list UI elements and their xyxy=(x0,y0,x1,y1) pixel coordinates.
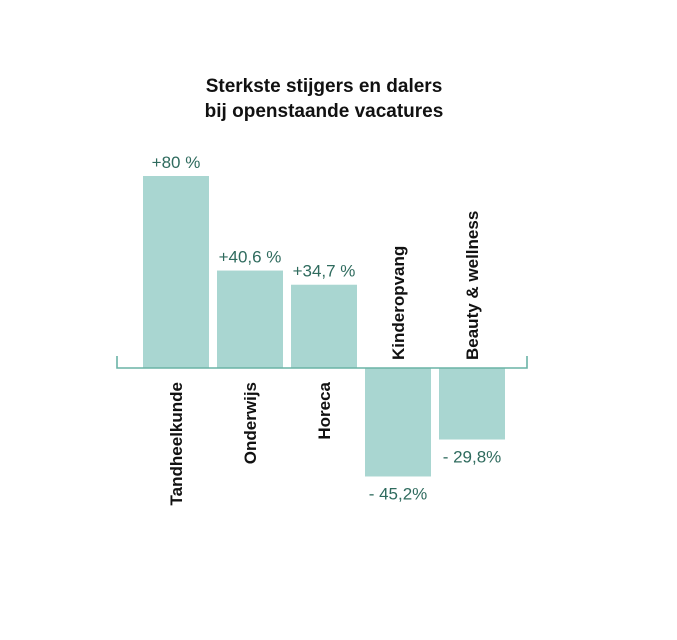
x-axis-line xyxy=(116,356,528,369)
bar-onderwijs xyxy=(217,270,283,368)
chart-title: Sterkste stijgers en dalers xyxy=(206,76,443,97)
value-label-tandheelkunde: +80 % xyxy=(152,153,201,172)
value-label-horeca: +34,7 % xyxy=(293,262,356,281)
value-label-kinderopvang: - 45,2% xyxy=(369,484,428,503)
value-label-beauty-wellness: - 29,8% xyxy=(443,448,502,467)
category-label-beauty-wellness: Beauty & wellness xyxy=(463,211,482,360)
chart-subtitle: bij openstaande vacatures xyxy=(205,101,444,122)
bar-tandheelkunde xyxy=(143,176,209,368)
bars-group: +80 % Tandheelkunde +40,6 % Onderwijs +34,7 … xyxy=(143,153,505,505)
category-label-onderwijs: Onderwijs xyxy=(241,382,260,464)
bar-horeca xyxy=(291,284,357,368)
category-label-horeca: Horeca xyxy=(315,381,334,439)
bar-kinderopvang xyxy=(365,368,431,477)
bar-beauty-wellness xyxy=(439,368,505,440)
value-label-onderwijs: +40,6 % xyxy=(219,248,282,267)
category-label-tandheelkunde: Tandheelkunde xyxy=(167,382,186,505)
category-label-kinderopvang: Kinderopvang xyxy=(389,246,408,360)
